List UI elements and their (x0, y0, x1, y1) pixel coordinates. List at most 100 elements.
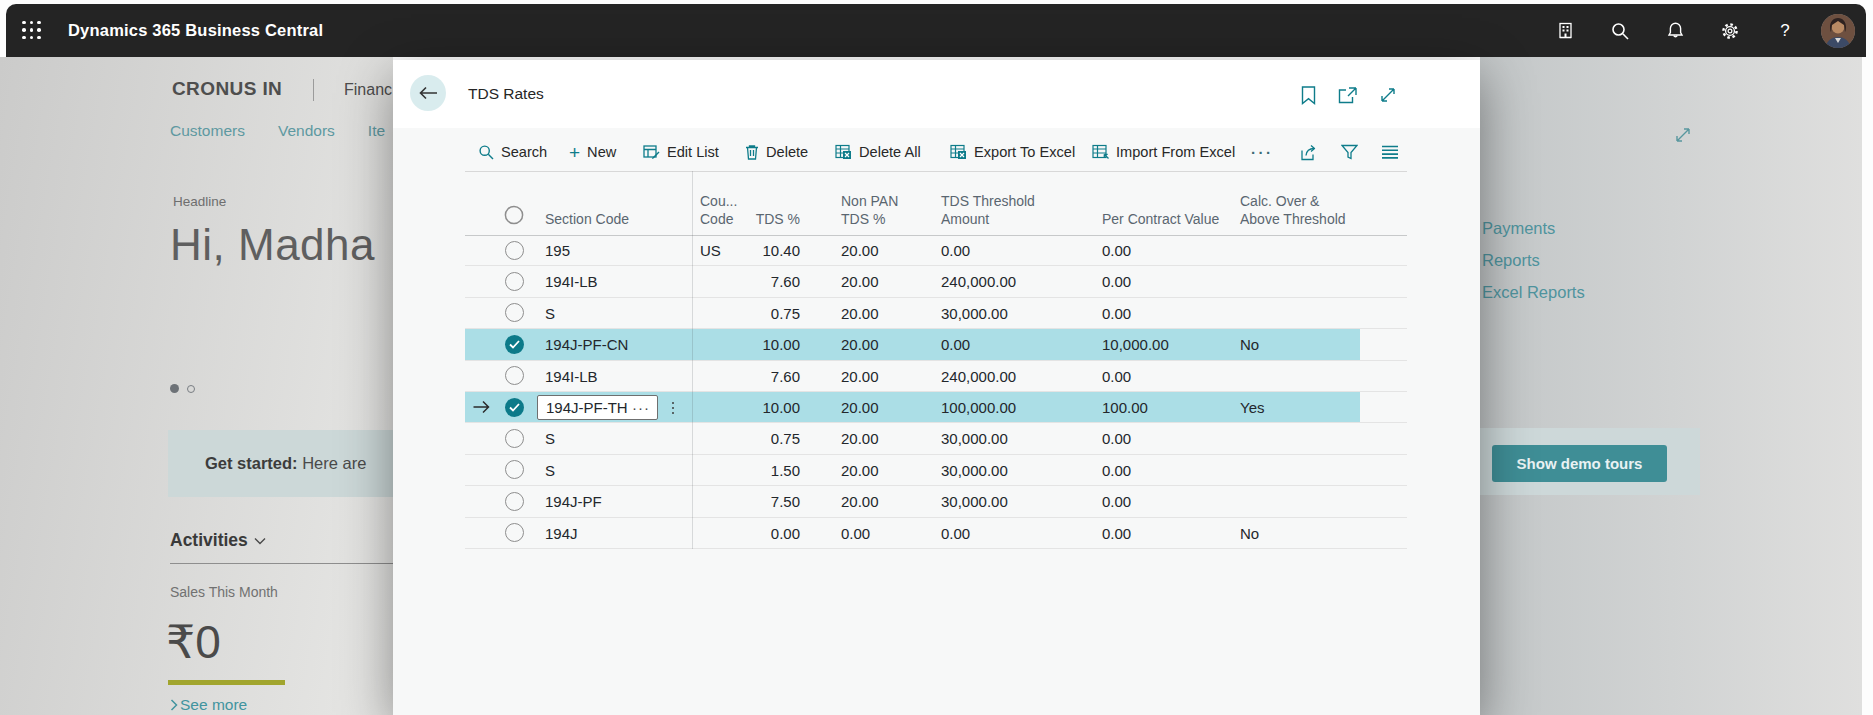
open-in-window-icon[interactable] (1338, 85, 1358, 105)
cell-section-code: 194I-LB (545, 361, 598, 392)
toolbar-new[interactable]: + New (569, 132, 616, 172)
col-tds-threshold[interactable]: TDS ThresholdAmount (941, 192, 1035, 228)
cell-threshold: 0.00 (941, 329, 970, 360)
breadcrumb[interactable]: Financ (344, 81, 392, 99)
headline-label: Headline (173, 194, 226, 209)
col-per-contract[interactable]: Per Contract Value (1102, 210, 1219, 228)
cell-per-contract: 100.00 (1102, 392, 1148, 423)
row-radio[interactable] (505, 366, 524, 385)
nav-customers[interactable]: Customers (170, 122, 245, 140)
link-reports[interactable]: Reports (1482, 251, 1585, 270)
show-demo-tours-button[interactable]: Show demo tours (1492, 445, 1667, 482)
cell-non-pan-tds: 20.00 (841, 298, 879, 329)
avatar[interactable] (1821, 14, 1855, 48)
cell-per-contract: 0.00 (1102, 486, 1131, 517)
back-button[interactable] (410, 75, 446, 111)
notifications-icon[interactable] (1665, 21, 1685, 41)
toolbar-list-view[interactable] (1381, 132, 1399, 172)
cell-per-contract: 0.00 (1102, 298, 1131, 329)
cell-non-pan-tds: 20.00 (841, 455, 879, 486)
cell-threshold: 100,000.00 (941, 392, 1016, 423)
toolbar-delete[interactable]: Delete (745, 132, 808, 172)
chevron-right-icon (170, 699, 178, 711)
search-icon[interactable] (1610, 21, 1630, 41)
cell-threshold: 30,000.00 (941, 423, 1008, 454)
nav-vendors[interactable]: Vendors (278, 122, 335, 140)
help-icon[interactable]: ? (1775, 21, 1795, 41)
table-header: Section Code Cou...Code TDS % Non PANTDS… (465, 171, 1407, 235)
background-page-right: Payments Reports Excel Reports Show demo… (1480, 57, 1862, 715)
cell-section-code: 194J (545, 518, 578, 549)
table-row[interactable]: 194J-PF 7.50 20.00 30,000.00 0.00 (465, 486, 1407, 517)
dot-active[interactable] (170, 384, 179, 393)
table-row[interactable]: 194I-LB 7.60 20.00 240,000.00 0.00 (465, 266, 1407, 297)
toolbar-delete-all[interactable]: Delete All (835, 132, 921, 172)
right-links: Payments Reports Excel Reports (1482, 219, 1585, 302)
row-radio[interactable] (505, 303, 524, 322)
cell-non-pan-tds: 20.00 (841, 486, 879, 517)
cell-tds: 10.00 (723, 329, 800, 360)
cell-per-contract: 10,000.00 (1102, 329, 1169, 360)
expand-icon-background[interactable] (1673, 125, 1693, 149)
row-radio[interactable] (505, 492, 524, 511)
row-radio[interactable] (505, 241, 524, 260)
link-payments[interactable]: Payments (1482, 219, 1585, 238)
bookmark-icon[interactable] (1298, 85, 1318, 105)
table-row[interactable]: 194J 0.00 0.00 0.00 0.00 No (465, 518, 1407, 549)
list-view-icon (1381, 145, 1399, 159)
col-section-code[interactable]: Section Code (545, 210, 629, 228)
activities-header[interactable]: Activities (170, 530, 266, 551)
toolbar-filter[interactable] (1341, 132, 1358, 172)
cell-tds: 7.60 (723, 361, 800, 392)
toolbar-more[interactable]: ··· (1251, 132, 1274, 172)
table-row[interactable]: 194J-PF-CN 10.00 20.00 0.00 10,000.00 No (465, 329, 1407, 360)
table-row[interactable]: 10.00 20.00 100,000.00 100.00 Yes 194J-P… (465, 392, 1407, 423)
cell-tds: 1.50 (723, 455, 800, 486)
row-radio[interactable] (505, 429, 524, 448)
import-excel-icon (1092, 144, 1109, 160)
cell-threshold: 240,000.00 (941, 266, 1016, 297)
cell-per-contract: 0.00 (1102, 423, 1131, 454)
cell-per-contract: 0.00 (1102, 455, 1131, 486)
table-row[interactable]: 194I-LB 7.60 20.00 240,000.00 0.00 (465, 361, 1407, 392)
table-row[interactable]: S 1.50 20.00 30,000.00 0.00 (465, 455, 1407, 486)
row-radio[interactable] (505, 523, 524, 542)
cell-non-pan-tds: 20.00 (841, 361, 879, 392)
col-tds[interactable]: TDS % (723, 210, 800, 228)
cell-section-code: S (545, 423, 555, 454)
cell-section-code: 195 (545, 235, 570, 266)
toolbar-import-excel[interactable]: Import From Excel (1092, 132, 1235, 172)
toolbar-search[interactable]: Search (478, 132, 547, 172)
screen: Dynamics 365 Business Central ? CRONUS I… (0, 0, 1873, 715)
nav-items[interactable]: Ite (368, 122, 385, 140)
row-radio[interactable] (505, 272, 524, 291)
header-radio[interactable] (504, 205, 524, 225)
cell-tds: 10.00 (723, 392, 800, 423)
cell-non-pan-tds: 20.00 (841, 266, 879, 297)
company-name[interactable]: CRONUS IN (172, 78, 282, 100)
see-more-link[interactable]: See more (170, 696, 247, 714)
col-non-pan-tds[interactable]: Non PANTDS % (841, 192, 898, 228)
row-radio[interactable] (505, 398, 524, 417)
carousel-dots[interactable] (170, 384, 195, 393)
row-radio[interactable] (505, 460, 524, 479)
table-row[interactable]: S 0.75 20.00 30,000.00 0.00 (465, 423, 1407, 454)
company-icon[interactable] (1555, 21, 1575, 41)
table-row[interactable]: 195 US 10.40 20.00 0.00 0.00 (465, 235, 1407, 266)
toolbar-share[interactable] (1299, 132, 1320, 172)
settings-icon[interactable] (1720, 21, 1740, 41)
section-code-edit-input[interactable]: 194J-PF-TH··· (537, 395, 658, 420)
table-row[interactable]: S 0.75 20.00 30,000.00 0.00 (465, 298, 1407, 329)
link-excel-reports[interactable]: Excel Reports (1482, 283, 1585, 302)
expand-dialog-icon[interactable] (1378, 85, 1398, 105)
breadcrumb-divider (313, 79, 314, 101)
waffle-icon[interactable] (22, 21, 42, 41)
toolbar-edit-list[interactable]: Edit List (643, 132, 719, 172)
sales-this-month-value[interactable]: ₹0 (166, 615, 221, 669)
toolbar-export-excel[interactable]: Export To Excel (950, 132, 1075, 172)
row-kebab-menu[interactable] (668, 396, 678, 420)
col-calc-over-above[interactable]: Calc. Over &Above Threshold (1240, 192, 1346, 228)
row-radio[interactable] (505, 335, 524, 354)
dot-inactive[interactable] (187, 385, 195, 393)
assist-edit-ellipsis[interactable]: ··· (632, 396, 650, 419)
